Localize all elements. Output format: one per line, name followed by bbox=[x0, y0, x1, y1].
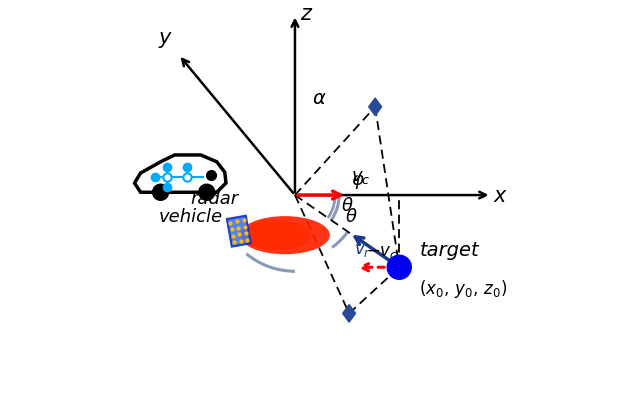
Polygon shape bbox=[343, 305, 356, 322]
Ellipse shape bbox=[240, 217, 330, 255]
Ellipse shape bbox=[248, 228, 282, 243]
Text: $\theta$: $\theta$ bbox=[341, 196, 354, 215]
Text: target: target bbox=[419, 241, 479, 260]
Text: vehicle: vehicle bbox=[159, 208, 223, 226]
Ellipse shape bbox=[243, 221, 310, 251]
Text: $v_c$: $v_c$ bbox=[351, 168, 371, 185]
Circle shape bbox=[388, 256, 411, 279]
Polygon shape bbox=[369, 99, 381, 116]
Circle shape bbox=[198, 185, 215, 201]
Polygon shape bbox=[134, 156, 226, 193]
Text: radar: radar bbox=[191, 190, 239, 208]
Text: $z$: $z$ bbox=[300, 4, 313, 23]
Text: $x$: $x$ bbox=[493, 185, 509, 206]
Text: $\theta$: $\theta$ bbox=[345, 208, 358, 226]
Text: $-v_c$: $-v_c$ bbox=[366, 243, 397, 260]
Text: $y$: $y$ bbox=[157, 30, 173, 49]
Text: $(x_0,\,y_0,\,z_0)$: $(x_0,\,y_0,\,z_0)$ bbox=[419, 277, 508, 300]
Polygon shape bbox=[227, 216, 251, 247]
Text: $\alpha$: $\alpha$ bbox=[312, 89, 327, 108]
Circle shape bbox=[152, 185, 169, 201]
Text: $\varphi$: $\varphi$ bbox=[351, 173, 364, 191]
Text: $v_r$: $v_r$ bbox=[354, 241, 371, 259]
Ellipse shape bbox=[246, 225, 296, 247]
